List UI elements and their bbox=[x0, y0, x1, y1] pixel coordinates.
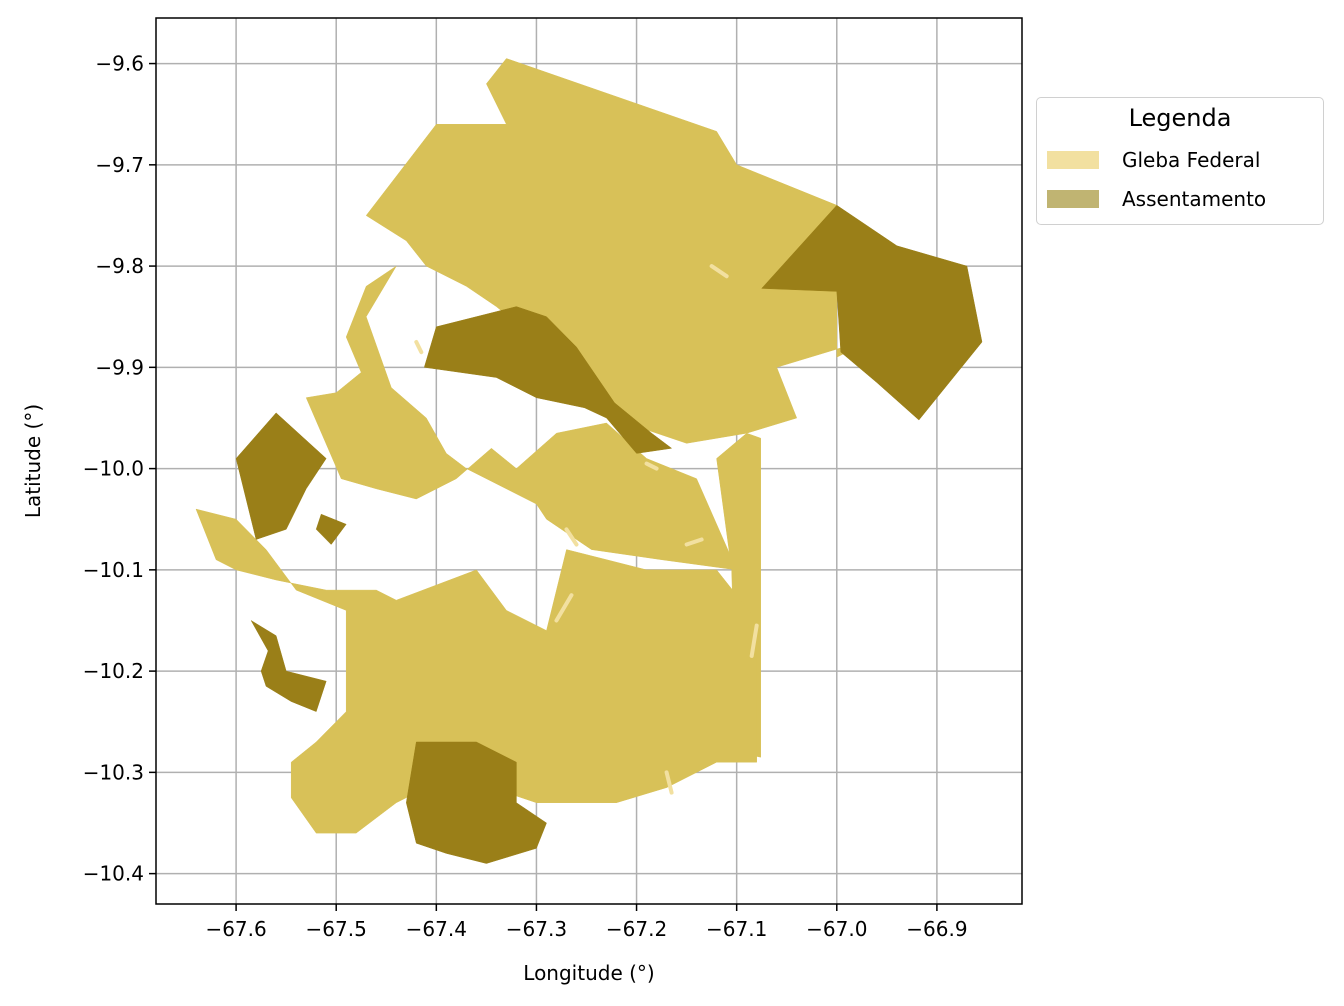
legend: Legenda Gleba Federal Assentamento bbox=[1036, 97, 1324, 225]
x-tick-label-7: −66.9 bbox=[906, 917, 967, 941]
assentamento-south bbox=[406, 741, 547, 864]
map-regions bbox=[195, 58, 983, 864]
legend-label-assentamento: Assentamento bbox=[1122, 187, 1267, 211]
legend-entry-assentamento: Assentamento bbox=[1047, 186, 1266, 212]
light-mark-3 bbox=[564, 527, 579, 547]
light-mark-8 bbox=[414, 340, 424, 355]
assentamento-southwest bbox=[250, 619, 327, 712]
light-mark-1 bbox=[709, 264, 729, 279]
assentamento-west bbox=[235, 412, 327, 540]
x-axis-ticks: −67.6 −67.5 −67.4 −67.3 −67.2 −67.1 −67.0 −66.9 bbox=[205, 904, 968, 941]
gleba-south bbox=[195, 508, 757, 834]
y-tick-label-1: −9.7 bbox=[95, 153, 144, 177]
gleba-west-central bbox=[305, 265, 738, 571]
light-mark-5 bbox=[684, 537, 704, 547]
x-tick-label-2: −67.4 bbox=[406, 917, 467, 941]
legend-swatch-gleba-federal bbox=[1047, 151, 1099, 169]
assentamento-northeast bbox=[761, 204, 983, 421]
y-tick-label-6: −10.2 bbox=[83, 659, 144, 683]
light-mark-2 bbox=[644, 461, 659, 471]
legend-title: Legenda bbox=[1128, 104, 1232, 132]
light-mark-6 bbox=[749, 623, 759, 658]
assentamento-west-small bbox=[315, 513, 347, 545]
y-tick-label-3: −9.9 bbox=[95, 355, 144, 379]
x-tick-label-5: −67.1 bbox=[706, 917, 767, 941]
y-tick-label-8: −10.4 bbox=[83, 862, 144, 886]
x-tick-label-3: −67.3 bbox=[506, 917, 567, 941]
x-axis-label: Longitude (°) bbox=[523, 961, 654, 985]
y-tick-label-2: −9.8 bbox=[95, 254, 144, 278]
assentamento-north-central bbox=[423, 306, 673, 454]
x-tick-label-1: −67.5 bbox=[306, 917, 367, 941]
y-tick-label-7: −10.3 bbox=[83, 760, 144, 784]
light-marks bbox=[414, 264, 759, 795]
light-mark-4 bbox=[554, 593, 574, 623]
legend-label-gleba-federal: Gleba Federal bbox=[1122, 148, 1261, 172]
x-tick-label-0: −67.6 bbox=[205, 917, 266, 941]
y-axis-label: Latitude (°) bbox=[21, 404, 45, 518]
y-tick-label-4: −10.0 bbox=[83, 457, 144, 481]
y-tick-label-5: −10.1 bbox=[83, 558, 144, 582]
legend-entry-gleba-federal: Gleba Federal bbox=[1047, 147, 1260, 173]
x-tick-label-4: −67.2 bbox=[606, 917, 667, 941]
legend-swatch-assentamento bbox=[1047, 190, 1099, 208]
y-axis-ticks: −9.6 −9.7 −9.8 −9.9 −10.0 −10.1 −10.2 −10.3 −10.… bbox=[83, 52, 156, 886]
y-tick-label-0: −9.6 bbox=[95, 52, 144, 76]
x-tick-label-6: −67.0 bbox=[806, 917, 867, 941]
light-mark-7 bbox=[664, 770, 674, 795]
plot-frame bbox=[155, 17, 1023, 905]
